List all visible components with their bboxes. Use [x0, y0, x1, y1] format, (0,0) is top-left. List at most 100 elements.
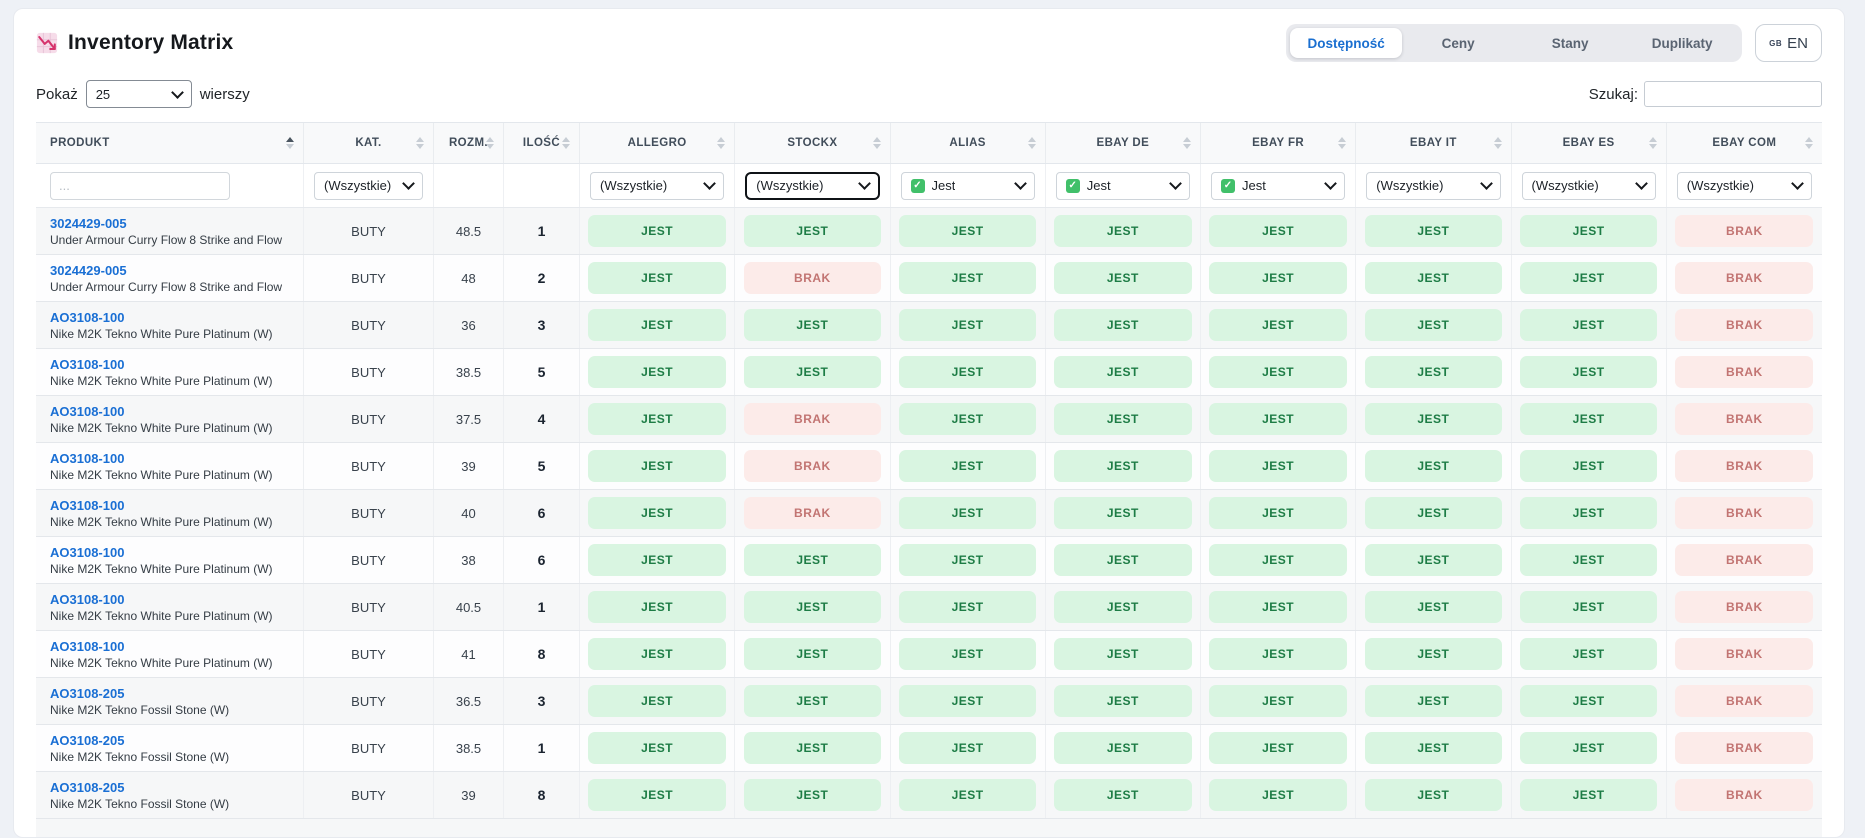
- filter-rozm-empty: [434, 164, 504, 207]
- table-row: 3024429-005 Under Armour Curry Flow 8 St…: [36, 208, 1822, 255]
- availability-badge: JEST: [1209, 779, 1347, 811]
- availability-badge: JEST: [588, 309, 726, 341]
- page-title: Inventory Matrix: [68, 31, 234, 54]
- filter-allegro-select[interactable]: (Wszystkie): [590, 171, 725, 200]
- availability-badge: BRAK: [1675, 779, 1814, 811]
- product-code-link[interactable]: 3024429-005: [50, 262, 127, 278]
- column-header-allegro[interactable]: ALLEGRO: [580, 123, 736, 163]
- cell-rozm: 36: [434, 302, 504, 348]
- product-name: Nike M2K Tekno White Pure Platinum (W): [50, 561, 273, 576]
- tab-duplikaty[interactable]: Duplikaty: [1626, 28, 1738, 58]
- chevron-down-icon: [1169, 177, 1182, 190]
- availability-badge: BRAK: [1675, 309, 1814, 341]
- product-code-link[interactable]: AO3108-100: [50, 403, 125, 419]
- filter-alias-select[interactable]: ✓ Jest: [900, 171, 1035, 200]
- tab-ceny[interactable]: Ceny: [1402, 28, 1514, 58]
- length-suffix-label: wierszy: [199, 85, 250, 103]
- column-header-produkt[interactable]: PRODUKT: [36, 123, 304, 163]
- product-code-link[interactable]: AO3108-100: [50, 497, 125, 513]
- product-code-link[interactable]: AO3108-100: [50, 544, 125, 560]
- cell-rozm: 38.5: [434, 349, 504, 395]
- product-code-link[interactable]: AO3108-100: [50, 591, 125, 607]
- availability-badge: JEST: [1054, 403, 1192, 435]
- column-header-ebay-es[interactable]: EBAY ES: [1512, 123, 1667, 163]
- chevron-down-icon: [1479, 177, 1493, 190]
- table-row: AO3108-205 Nike M2K Tekno Fossil Stone (…: [36, 725, 1822, 772]
- table-row: AO3108-100 Nike M2K Tekno White Pure Pla…: [36, 443, 1822, 490]
- availability-badge: BRAK: [1675, 262, 1814, 294]
- tab-stany[interactable]: Stany: [1514, 28, 1626, 58]
- page-length-select[interactable]: 25: [85, 80, 192, 108]
- cell-rozm: 40.5: [434, 584, 504, 630]
- table-row: AO3108-205 Nike M2K Tekno Fossil Stone (…: [36, 772, 1822, 819]
- chart-decreasing-icon: [36, 32, 58, 54]
- availability-badge: JEST: [588, 403, 726, 435]
- availability-badge: JEST: [1364, 544, 1503, 576]
- column-header-ebay-com[interactable]: EBAY COM: [1667, 123, 1822, 163]
- availability-badge: JEST: [1054, 591, 1192, 623]
- filter-ebay-fr-select[interactable]: ✓ Jest: [1211, 171, 1346, 200]
- tab-dostepnosc[interactable]: Dostępność: [1290, 28, 1403, 58]
- availability-badge: BRAK: [1675, 450, 1814, 482]
- product-code-link[interactable]: AO3108-100: [50, 450, 125, 466]
- language-button[interactable]: GB EN: [1755, 24, 1822, 62]
- availability-badge: JEST: [1209, 591, 1347, 623]
- availability-badge: JEST: [1209, 685, 1347, 717]
- cell-kat: BUTY: [304, 584, 434, 630]
- availability-badge: JEST: [1209, 450, 1347, 482]
- cell-kat: BUTY: [304, 396, 434, 442]
- table-row: AO3108-100 Nike M2K Tekno White Pure Pla…: [36, 490, 1822, 537]
- availability-badge: BRAK: [1675, 497, 1814, 529]
- table-row: AO3108-100 Nike M2K Tekno White Pure Pla…: [36, 302, 1822, 349]
- availability-badge: JEST: [1054, 685, 1192, 717]
- column-header-ebay-fr[interactable]: EBAY FR: [1201, 123, 1357, 163]
- product-code-link[interactable]: AO3108-100: [50, 309, 125, 325]
- product-code-link[interactable]: AO3108-205: [50, 685, 125, 701]
- sort-icons: [1183, 137, 1191, 149]
- column-header-stockx[interactable]: STOCKX: [735, 123, 891, 163]
- availability-badge: JEST: [588, 262, 726, 294]
- filter-row: (Wszystkie) (Wszystkie) (Wszystkie): [36, 164, 1822, 208]
- filter-ebay-es-select[interactable]: (Wszystkie): [1521, 171, 1656, 200]
- cell-rozm: 40: [434, 490, 504, 536]
- filter-ebay-it-select[interactable]: (Wszystkie): [1366, 171, 1501, 200]
- availability-badge: JEST: [1519, 685, 1658, 717]
- filter-ebay-com-select[interactable]: (Wszystkie): [1676, 171, 1812, 200]
- availability-badge: JEST: [1209, 356, 1347, 388]
- search-input[interactable]: [1644, 81, 1822, 107]
- product-code-link[interactable]: AO3108-100: [50, 356, 125, 372]
- column-header-alias[interactable]: ALIAS: [891, 123, 1046, 163]
- filter-stockx-select[interactable]: (Wszystkie): [745, 171, 880, 200]
- cell-ilosc: 3: [504, 678, 580, 724]
- cell-kat: BUTY: [304, 678, 434, 724]
- availability-badge: JEST: [1054, 544, 1192, 576]
- availability-badge: JEST: [1364, 779, 1503, 811]
- availability-badge: JEST: [1364, 497, 1503, 529]
- cell-ilosc: 6: [504, 537, 580, 583]
- product-code-link[interactable]: AO3108-100: [50, 638, 125, 654]
- sort-icons: [1493, 137, 1502, 149]
- filter-ebay-de-select[interactable]: ✓ Jest: [1055, 171, 1190, 200]
- column-header-ebay-de[interactable]: EBAY DE: [1046, 123, 1201, 163]
- cell-ilosc: 1: [504, 725, 580, 771]
- product-code-link[interactable]: AO3108-205: [50, 732, 125, 748]
- column-header-rozm[interactable]: ROZM.: [434, 123, 504, 163]
- column-header-ilosc[interactable]: ILOŚĆ: [504, 123, 580, 163]
- sort-icons: [562, 137, 570, 149]
- cell-ilosc: 6: [504, 490, 580, 536]
- cell-rozm: 41: [434, 631, 504, 677]
- filter-produkt-input[interactable]: [50, 171, 230, 200]
- table-row: AO3108-100 Nike M2K Tekno White Pure Pla…: [36, 349, 1822, 396]
- sort-icons: [416, 137, 424, 149]
- sort-icons: [872, 137, 881, 149]
- table-row: AO3108-100 Nike M2K Tekno White Pure Pla…: [36, 537, 1822, 584]
- column-header-ebay-it[interactable]: EBAY IT: [1356, 123, 1512, 163]
- column-header-kat[interactable]: KAT.: [304, 123, 434, 163]
- filter-kat-select[interactable]: (Wszystkie): [314, 171, 423, 200]
- chevron-down-icon: [1791, 177, 1804, 190]
- product-code-link[interactable]: 3024429-005: [50, 215, 127, 231]
- product-code-link[interactable]: AO3108-205: [50, 779, 125, 795]
- language-code: EN: [1787, 34, 1808, 52]
- availability-badge: JEST: [1054, 262, 1192, 294]
- cell-kat: BUTY: [304, 537, 434, 583]
